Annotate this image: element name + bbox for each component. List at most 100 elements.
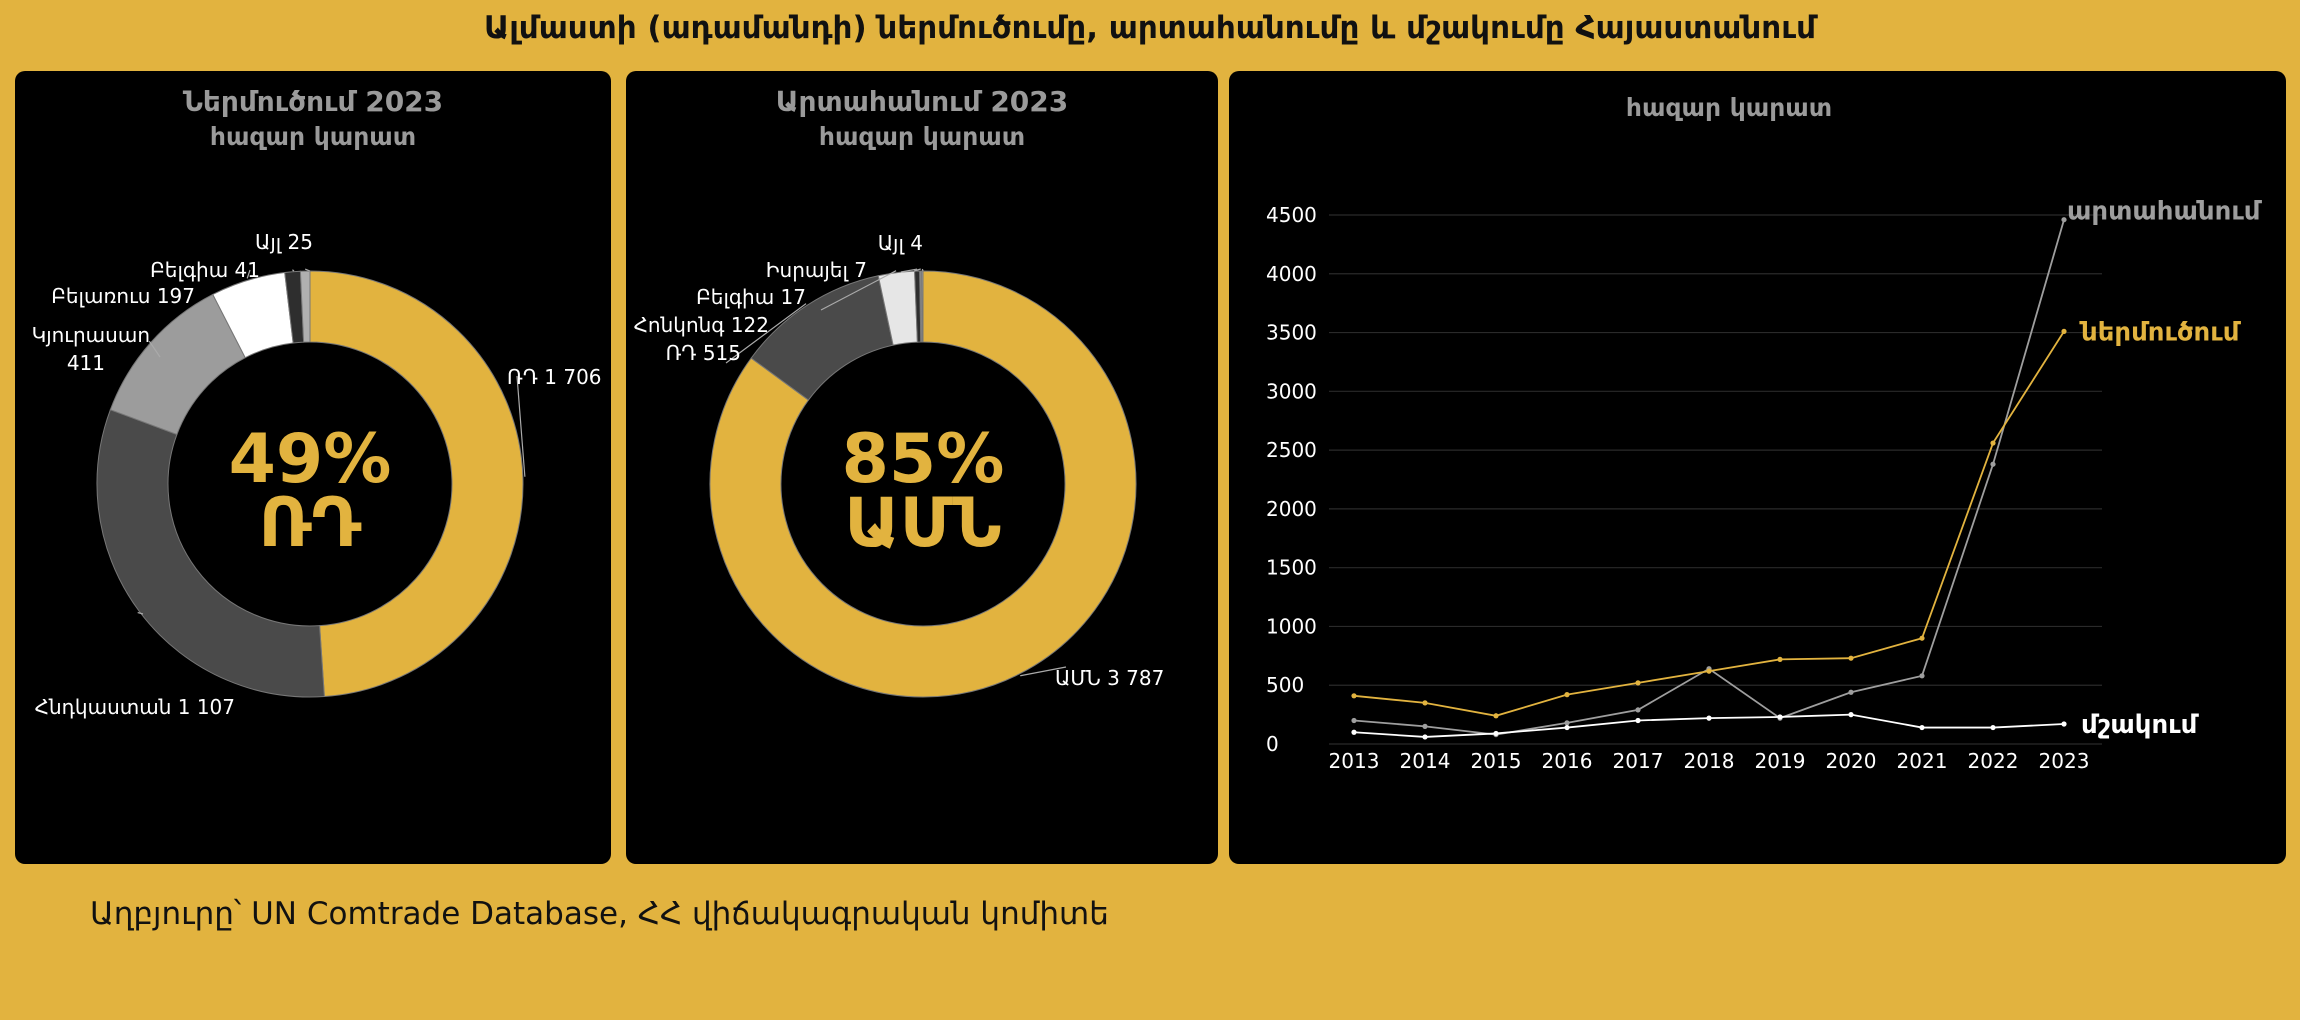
x-tick-label-1: 2014 [1400,749,1451,773]
x-tick-label-0: 2013 [1329,749,1380,773]
donut-slice-0 [309,270,524,698]
series-end-label-0: արտահանում [2067,197,2263,227]
series-2-point-0 [1351,729,1357,735]
series-1-point-10 [2061,328,2067,334]
donut-leader-line-4 [913,268,921,272]
x-tick-label-8: 2021 [1897,749,1948,773]
donut-slice-label-4: Իսրայել 7 [766,258,867,282]
donut-slice-5 [299,270,311,343]
series-0-point-4 [1635,707,1641,713]
series-2-point-3 [1564,724,1570,731]
donut-slice-0 [709,270,1137,698]
series-1-point-0 [1351,693,1357,699]
series-2-point-8 [1919,724,1925,731]
donut-leader-line-1 [725,303,807,364]
series-0-point-8 [1919,673,1925,679]
donut-leader-line-3 [246,269,251,279]
x-tick-label-9: 2022 [1968,749,2019,773]
series-end-label-2: մշակում [2081,710,2200,740]
donut-center-country: ՌԴ [259,484,362,563]
donut-leader-line-1 [137,611,144,615]
trend-line-panel: հազար կարատ 0 500 1000 1500 2000 2500 3000 3500 4… [1229,71,2286,864]
donut-slice-label-1: ՌԴ 515 [666,341,741,365]
donut-slice-label-1: Հնդկաստան 1 107 [35,695,235,719]
donut-slice-label-5: Այլ 4 [878,231,923,255]
page-title: Ալմաստի (ադամանդի) ներմուծումը, արտահանո… [483,10,1816,46]
imports-donut-chart: Ներմուծում 2023 հազար կարատ ՌԴ 1 706 Հնդկաս… [32,85,602,719]
donut-leader-line-2 [820,270,897,311]
donut-slice-label-3: Բելգիա 17 [696,285,806,309]
y-tick-label-2: 1000 [1266,614,1317,638]
donut-slice-label-2: Կյուրասաո 411 [32,323,150,375]
donut-center-percent: 49% [229,420,392,499]
series-1-point-7 [1848,655,1854,661]
donut-title: Արտահանում 2023 [776,85,1069,118]
exports-donut-panel: Արտահանում 2023 հազար կարատ ԱՄՆ 3 787 ՌԴ 51… [626,71,1218,864]
x-tick-label-6: 2019 [1755,749,1806,773]
line-chart-title: հազար կարատ [1626,93,1832,122]
donut-slice-label-4: Բելգիա 41 [150,258,260,282]
series-0-point-1 [1422,723,1428,729]
x-tick-label-7: 2020 [1826,749,1877,773]
series-1-point-3 [1564,692,1570,698]
y-tick-label-6: 3000 [1266,379,1317,403]
x-tick-label-2: 2015 [1471,749,1522,773]
series-1-point-5 [1706,668,1712,674]
donut-leader-line-3 [900,268,918,273]
series-0-point-10 [2061,217,2067,223]
series-2-point-7 [1848,712,1854,718]
donut-slice-5 [921,270,924,343]
series-2-point-1 [1422,734,1428,740]
donut-subtitle: հազար կարատ [210,122,416,151]
donut-subtitle: հազար կարատ [819,122,1025,151]
series-0-point-7 [1848,689,1854,695]
series-2-point-9 [1990,724,1996,731]
series-1-point-9 [1990,440,1996,446]
series-0-point-9 [1990,461,1996,467]
donut-slice-label-5: Այլ 25 [255,230,313,254]
donut-slice-label-2: Հոնկոնգ 122 [634,313,769,337]
y-tick-label-9: 4500 [1266,203,1317,227]
donut-slice-label-0: ԱՄՆ 3 787 [1055,666,1164,690]
donut-leader-line-4 [292,269,295,272]
x-tick-label-3: 2016 [1542,749,1593,773]
donut-leader-line-0 [1020,666,1067,677]
donut-leader-line-5 [921,268,924,272]
series-2-point-10 [2061,721,2067,727]
trend-line-chart: հազար կարատ 0 500 1000 1500 2000 2500 3000 3500 4… [1266,93,2263,773]
y-tick-label-1: 500 [1266,673,1304,697]
donut-leader-line-0 [516,375,526,477]
donut-slice-label-3: Բելառուս 197 [51,284,195,308]
x-tick-label-10: 2023 [2039,749,2090,773]
series-2-point-6 [1777,714,1783,720]
series-2-point-5 [1706,715,1712,721]
donut-leader-line-2 [148,340,161,358]
series-line-1 [1353,330,2065,717]
series-2-point-4 [1635,717,1641,724]
source-note: Աղբյուրը՝ UN Comtrade Database, ՀՀ վիճակ… [90,896,1109,932]
donut-leader-line-5 [304,268,311,272]
series-2-point-2 [1493,730,1499,737]
series-end-label-1: ներմուծում [2079,317,2242,347]
x-tick-label-4: 2017 [1613,749,1664,773]
series-1-point-4 [1635,680,1641,686]
series-1-point-1 [1422,700,1428,706]
series-0-point-3 [1564,720,1570,726]
x-tick-label-5: 2018 [1684,749,1735,773]
y-tick-label-5: 2500 [1266,438,1317,462]
series-1-point-6 [1777,656,1783,662]
series-1-point-8 [1919,635,1925,641]
y-tick-label-8: 4000 [1266,262,1317,286]
y-tick-label-4: 2000 [1266,497,1317,521]
series-line-0 [1353,219,2065,736]
series-0-point-0 [1351,717,1357,724]
imports-donut-panel: Ներմուծում 2023 հազար կարատ ՌԴ 1 706 Հնդկաս… [15,71,611,864]
donut-slice-1 [96,409,325,698]
y-tick-label-3: 1500 [1266,556,1317,580]
donut-slice-label-0: ՌԴ 1 706 [507,365,602,389]
donut-center-percent: 85% [842,420,1005,499]
y-tick-label-7: 3500 [1266,321,1317,345]
donut-title: Ներմուծում 2023 [183,85,443,118]
exports-donut-chart: Արտահանում 2023 հազար կարատ ԱՄՆ 3 787 ՌԴ 51… [634,85,1164,698]
y-tick-label-0: 0 [1266,732,1279,756]
